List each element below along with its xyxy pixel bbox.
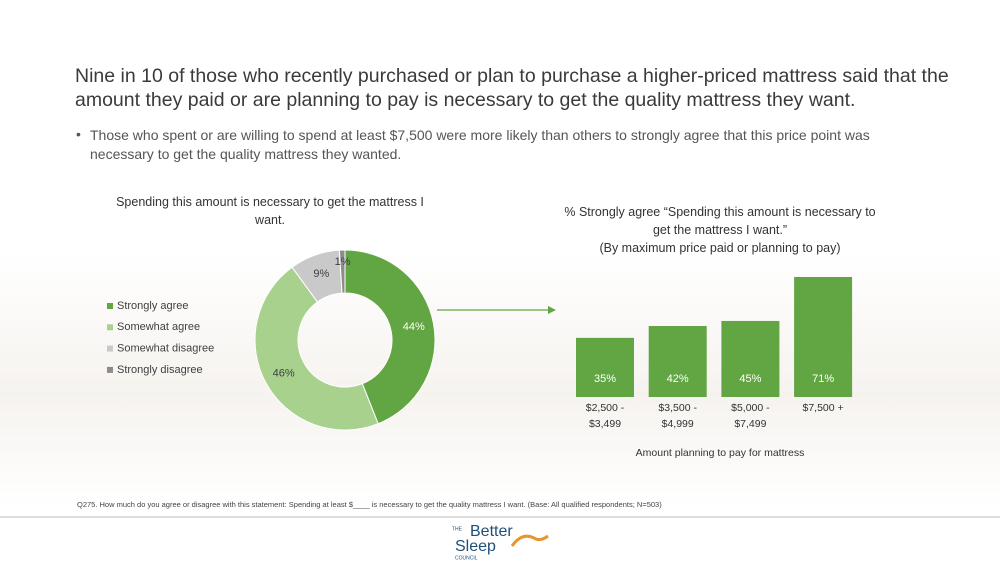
donut-slice	[344, 249, 436, 425]
bar-title: % Strongly agree “Spending this amount i…	[555, 203, 885, 257]
data-label: 45%	[739, 373, 761, 385]
legend-swatch	[107, 324, 113, 331]
donut-slice	[338, 249, 346, 294]
bar	[576, 337, 634, 397]
footnote: Q275. How much do you agree or disagree …	[77, 500, 662, 509]
logo-sleep: Sleep	[455, 538, 496, 555]
logo-better: Better	[470, 523, 513, 540]
slide-title: Nine in 10 of those who recently purchas…	[75, 65, 949, 111]
data-label: 42%	[667, 373, 689, 385]
legend-label: Somewhat agree	[117, 321, 200, 333]
bullet-text: Those who spent or are willing to spend …	[90, 127, 870, 162]
x-tick-label: $3,500 - $4,999	[658, 402, 697, 430]
legend-swatch	[107, 366, 113, 373]
data-label: 71%	[812, 373, 834, 385]
donut-slice	[254, 266, 379, 431]
bullet-dot: •	[76, 126, 81, 142]
x-tick-label: $2,500 - $3,499	[585, 402, 625, 430]
bar	[794, 277, 853, 397]
data-label: 9%	[313, 268, 329, 280]
logo-council: COUNCIL	[455, 555, 478, 561]
bar	[648, 326, 707, 397]
legend-label: Strongly disagree	[117, 364, 203, 376]
data-label: 44%	[403, 321, 425, 333]
data-label: 46%	[273, 368, 295, 380]
legend-swatch	[107, 303, 113, 309]
arrow-head	[548, 306, 556, 314]
x-axis-label: Amount planning to pay for mattress	[635, 447, 805, 459]
legend-label: Strongly agree	[117, 300, 189, 312]
bar-subtitle: (By maximum price paid or planning to pa…	[599, 241, 841, 255]
data-label: 35%	[594, 373, 616, 385]
bar	[721, 320, 780, 397]
x-tick-label: $5,000 - $7,499	[731, 402, 770, 430]
legend-label: Somewhat disagree	[117, 343, 214, 355]
x-tick-label: $7,500 +	[802, 402, 844, 414]
donut-title: Spending this amount is necessary to get…	[116, 195, 424, 227]
logo: THE Better Sleep COUNCIL	[452, 523, 549, 561]
legend-swatch	[107, 345, 113, 352]
data-label: 1%	[335, 256, 351, 268]
bar-title-text: % Strongly agree “Spending this amount i…	[564, 205, 876, 237]
logo-swoosh	[510, 534, 549, 547]
logo-the: THE	[452, 526, 463, 532]
